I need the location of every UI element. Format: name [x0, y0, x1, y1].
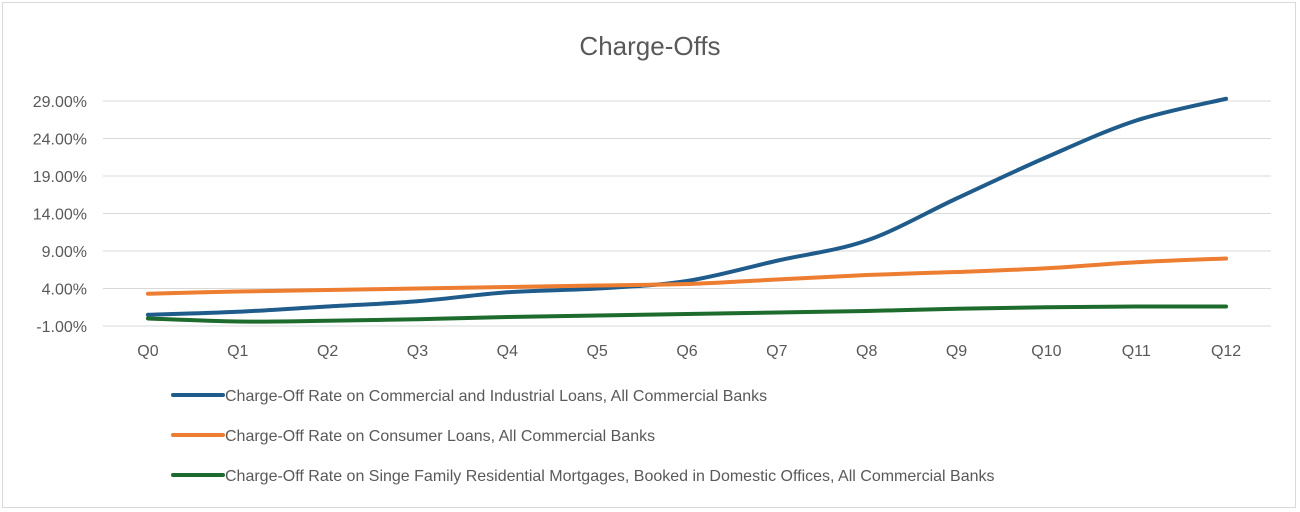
series-lines: [145, 96, 1229, 324]
x-tick-label: Q6: [676, 343, 697, 360]
x-tick-label: Q7: [766, 343, 787, 360]
series-line-3: [145, 304, 1229, 324]
y-tick-label: 9.00%: [42, 244, 87, 261]
x-tick-label: Q4: [497, 343, 518, 360]
x-tick-label: Q9: [946, 343, 967, 360]
series-line-1: [145, 96, 1229, 317]
x-axis-ticks: Q0 Q1 Q2 Q3 Q4 Q5 Q6 Q7 Q8 Q9 Q10 Q11 Q12: [137, 343, 1241, 360]
y-tick-label: 14.00%: [33, 207, 87, 224]
legend: Charge-Off Rate on Commercial and Indust…: [171, 388, 995, 485]
x-tick-label: Q0: [137, 343, 158, 360]
line-chart: Charge-Offs -1.00% 4.00% 9.00% 14.00% 19.00%…: [33, 31, 1271, 485]
x-tick-label: Q3: [407, 343, 428, 360]
x-tick-label: Q5: [586, 343, 607, 360]
y-tick-label: 4.00%: [42, 282, 87, 299]
y-tick-label: 19.00%: [33, 169, 87, 186]
y-tick-label: 24.00%: [33, 132, 87, 149]
x-tick-label: Q1: [227, 343, 248, 360]
y-tick-label: 29.00%: [33, 94, 87, 111]
y-tick-label: -1.00%: [36, 319, 87, 336]
x-tick-label: Q8: [856, 343, 877, 360]
x-tick-label: Q11: [1122, 343, 1151, 360]
x-tick-label: Q2: [317, 343, 338, 360]
legend-label: Charge-Off Rate on Commercial and Indust…: [225, 388, 767, 405]
chart-title: Charge-Offs: [579, 31, 720, 61]
series-line-2: [145, 256, 1229, 296]
legend-label: Charge-Off Rate on Consumer Loans, All C…: [225, 428, 655, 445]
x-tick-label: Q12: [1211, 343, 1241, 360]
y-axis-ticks: -1.00% 4.00% 9.00% 14.00% 19.00% 24.00% 29.00%: [33, 94, 87, 336]
legend-label: Charge-Off Rate on Singe Family Resident…: [225, 468, 995, 485]
x-tick-label: Q10: [1031, 343, 1061, 360]
